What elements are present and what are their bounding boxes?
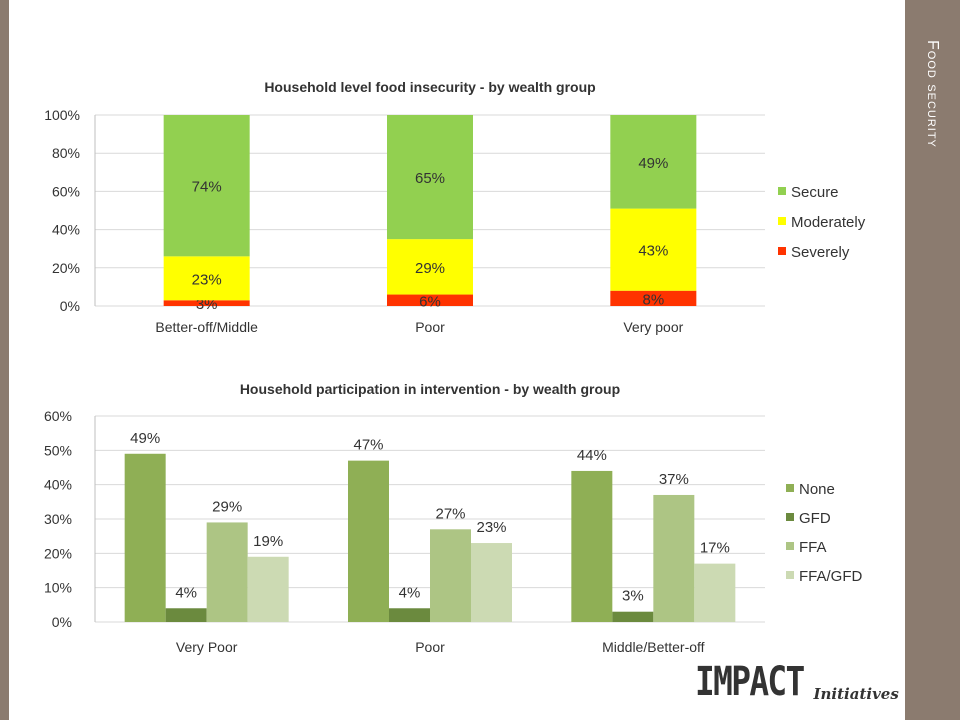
chart2-bar-none (571, 470, 613, 622)
slide-side-panel (905, 0, 960, 720)
chart2-bar-ffa-gfd (247, 556, 289, 622)
chart1-bar-moderately (387, 239, 473, 295)
chart1-y-tick: 20% (52, 260, 80, 276)
chart1-category-label: Poor (415, 319, 445, 335)
chart1-data-label: 29% (415, 260, 445, 277)
chart2-data-label: 19% (253, 533, 283, 550)
chart1-title: Household level food insecurity - by wea… (264, 79, 595, 95)
chart1-legend-swatch (778, 247, 786, 255)
chart2-bar-ffa-gfd (694, 563, 736, 622)
chart2-y-tick: 40% (44, 477, 72, 493)
chart1-bar-moderately (163, 256, 250, 301)
chart1-y-tick: 60% (52, 183, 80, 199)
chart2-y-tick: 20% (44, 545, 72, 561)
chart1-y-tick: 100% (44, 107, 80, 123)
chart2-data-label: 49% (130, 430, 160, 447)
chart1-category-label: Very poor (623, 319, 683, 335)
chart2-bar-ffa (430, 529, 471, 622)
chart2-bar-ffa (206, 522, 248, 622)
chart2-bar-none (124, 453, 166, 622)
chart1-bar-moderately (610, 208, 697, 291)
chart-intervention-participation: Household participation in intervention … (44, 381, 863, 655)
chart1-bar-severely (610, 290, 697, 306)
chart1-bar-secure (163, 115, 250, 257)
chart2-data-label: 3% (622, 588, 644, 605)
chart2-y-tick: 10% (44, 580, 72, 596)
chart1-data-label: 43% (638, 243, 668, 260)
chart2-data-label: 27% (435, 505, 465, 522)
chart1-legend-label: Severely (791, 244, 850, 261)
chart1-legend-label: Secure (791, 184, 839, 201)
chart1-bar-severely (163, 300, 250, 306)
chart1-data-label: 8% (642, 291, 664, 308)
chart1-bar-secure (387, 115, 473, 240)
chart2-legend-label: FFA (799, 539, 827, 556)
chart1-category-label: Better-off/Middle (155, 319, 258, 335)
chart1-legend-swatch (778, 187, 786, 195)
chart2-legend-swatch (786, 571, 794, 579)
chart1-y-tick: 40% (52, 222, 80, 238)
chart1-data-label: 74% (192, 179, 222, 196)
chart2-legend-label: GFD (799, 510, 831, 527)
chart2-data-label: 4% (399, 584, 421, 601)
chart2-title: Household participation in intervention … (240, 381, 620, 397)
chart2-legend-swatch (786, 484, 794, 492)
chart2-y-tick: 0% (52, 614, 72, 630)
chart2-legend-swatch (786, 542, 794, 550)
chart2-data-label: 37% (659, 471, 689, 488)
chart2-bar-ffa (653, 494, 695, 622)
chart2-data-label: 23% (476, 519, 506, 536)
chart2-data-label: 17% (700, 540, 730, 557)
chart1-data-label: 6% (419, 293, 441, 310)
chart1-data-label: 49% (638, 155, 668, 172)
chart2-category-label: Very Poor (176, 639, 238, 655)
chart1-data-label: 23% (192, 271, 222, 288)
chart2-legend-label: None (799, 481, 835, 498)
chart2-category-label: Poor (415, 639, 445, 655)
chart1-data-label: 65% (415, 170, 445, 187)
chart2-y-tick: 60% (44, 408, 72, 424)
impact-logo: IMPACT Initiatives (695, 662, 899, 702)
chart1-y-tick: 80% (52, 145, 80, 161)
chart2-bar-gfd (389, 608, 430, 622)
chart2-y-tick: 30% (44, 511, 72, 527)
chart-food-insecurity: Household level food insecurity - by wea… (44, 79, 866, 335)
chart2-data-label: 29% (212, 498, 242, 515)
chart1-bar-severely (387, 294, 473, 306)
chart1-bar-secure (610, 115, 697, 209)
chart1-data-label: 3% (196, 296, 218, 313)
logo-main-text: IMPACT (695, 659, 805, 705)
chart1-legend-label: Moderately (791, 214, 866, 231)
chart2-legend-swatch (786, 513, 794, 521)
chart2-data-label: 4% (175, 584, 197, 601)
chart2-y-tick: 50% (44, 442, 72, 458)
chart2-bar-gfd (165, 608, 207, 622)
slide-left-border (0, 0, 9, 720)
side-title: Food security (924, 40, 941, 148)
chart2-bar-gfd (612, 611, 654, 622)
chart1-y-tick: 0% (60, 298, 80, 314)
chart2-category-label: Middle/Better-off (602, 639, 705, 655)
logo-sub-text: Initiatives (813, 685, 899, 703)
chart2-data-label: 44% (577, 447, 607, 464)
chart1-legend-swatch (778, 217, 786, 225)
chart2-legend-label: FFA/GFD (799, 568, 863, 585)
chart2-bar-none (348, 460, 389, 622)
chart2-bar-ffa-gfd (471, 543, 512, 622)
chart2-data-label: 47% (353, 437, 383, 454)
